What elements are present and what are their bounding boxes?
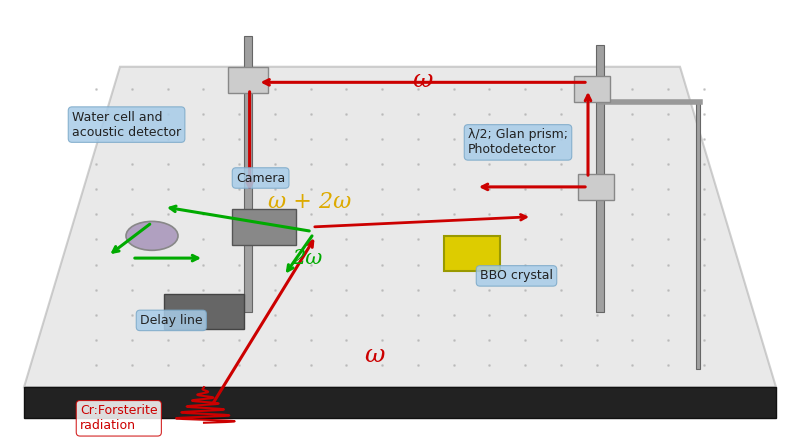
FancyBboxPatch shape <box>232 209 296 245</box>
Text: Delay line: Delay line <box>140 314 202 327</box>
FancyBboxPatch shape <box>228 67 268 93</box>
Text: Water cell and
acoustic detector: Water cell and acoustic detector <box>72 111 181 138</box>
FancyBboxPatch shape <box>444 236 500 271</box>
Text: Cr:Forsterite
radiation: Cr:Forsterite radiation <box>80 405 158 432</box>
Bar <box>596 44 604 312</box>
Bar <box>244 36 252 312</box>
Text: Camera: Camera <box>236 171 286 185</box>
FancyBboxPatch shape <box>574 76 610 102</box>
Ellipse shape <box>126 222 178 251</box>
Text: ω + 2ω: ω + 2ω <box>268 191 351 214</box>
FancyBboxPatch shape <box>164 294 244 329</box>
Polygon shape <box>24 67 776 387</box>
Text: ω: ω <box>364 344 384 368</box>
Polygon shape <box>24 387 776 418</box>
Text: 2ω: 2ω <box>292 249 322 267</box>
Text: ω: ω <box>412 69 432 92</box>
Text: BBO crystal: BBO crystal <box>480 269 553 283</box>
Text: λ/2; Glan prism;
Photodetector: λ/2; Glan prism; Photodetector <box>468 129 568 156</box>
Bar <box>696 102 700 369</box>
FancyBboxPatch shape <box>578 174 614 200</box>
